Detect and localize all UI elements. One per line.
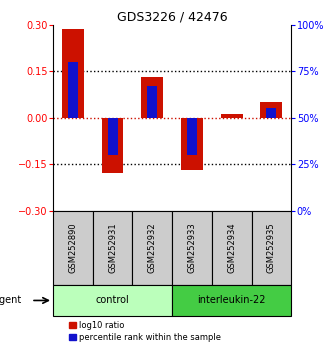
Bar: [221, 114, 243, 118]
Bar: [212, 211, 252, 285]
Bar: [53, 211, 93, 285]
Bar: [108, 118, 118, 155]
Bar: [93, 211, 132, 285]
Bar: [68, 62, 78, 118]
Bar: [266, 108, 276, 118]
Text: interleukin-22: interleukin-22: [198, 296, 266, 306]
Legend: log10 ratio, percentile rank within the sample: log10 ratio, percentile rank within the …: [69, 321, 221, 342]
Text: GSM252935: GSM252935: [267, 222, 276, 273]
Bar: [172, 285, 291, 316]
Bar: [132, 211, 172, 285]
Bar: [102, 118, 123, 173]
Bar: [53, 285, 172, 316]
Text: GSM252934: GSM252934: [227, 222, 236, 273]
Bar: [187, 118, 197, 155]
Text: GSM252932: GSM252932: [148, 222, 157, 273]
Bar: [147, 86, 157, 118]
Text: GSM252890: GSM252890: [68, 222, 77, 273]
Bar: [141, 78, 163, 118]
Text: control: control: [96, 296, 129, 306]
Bar: [181, 118, 203, 170]
Text: agent: agent: [0, 296, 21, 306]
Bar: [260, 102, 282, 118]
Title: GDS3226 / 42476: GDS3226 / 42476: [117, 11, 227, 24]
Bar: [252, 211, 291, 285]
Text: GSM252933: GSM252933: [187, 222, 197, 273]
Bar: [62, 29, 84, 118]
Text: GSM252931: GSM252931: [108, 222, 117, 273]
Bar: [172, 211, 212, 285]
